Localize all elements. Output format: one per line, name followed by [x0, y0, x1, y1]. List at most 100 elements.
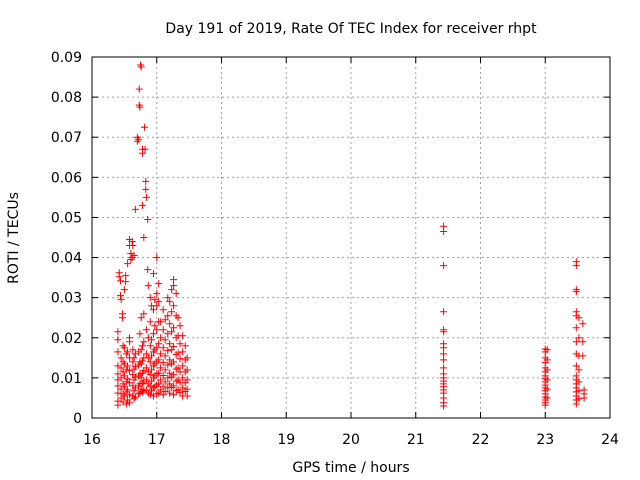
data-point-marker	[139, 342, 147, 350]
data-point-marker	[153, 302, 161, 310]
data-point-marker	[161, 388, 169, 396]
axis-ticks: 16 17 18 19 20 21 22 23 24 0 0.01 0.02 0.03 0.04 0.05 0…	[51, 50, 619, 448]
y-tick-label: 0.07	[51, 130, 82, 146]
data-point-marker	[139, 149, 147, 157]
data-point-marker	[114, 370, 122, 378]
data-point-marker	[166, 320, 174, 328]
data-point-marker	[126, 399, 134, 407]
data-point-marker	[114, 348, 122, 356]
data-point-marker	[146, 371, 154, 379]
data-point-marker	[159, 306, 167, 314]
data-point-marker	[161, 378, 169, 386]
data-point-marker	[114, 389, 122, 397]
data-point-marker	[122, 366, 130, 374]
data-point-marker	[579, 352, 587, 360]
data-point-marker	[153, 326, 161, 334]
data-point-marker	[155, 340, 163, 348]
x-tick-label: 24	[601, 432, 619, 448]
data-point-marker	[148, 336, 156, 344]
y-axis-label: ROTI / TECUs	[6, 192, 22, 284]
y-tick-label: 0.08	[51, 90, 82, 106]
y-tick-label: 0.03	[51, 291, 82, 307]
data-point-marker	[146, 342, 154, 350]
data-point-marker	[128, 238, 136, 246]
data-point-marker	[142, 185, 150, 193]
data-point-marker	[159, 326, 167, 334]
data-point-marker	[126, 391, 134, 399]
data-point-marker	[144, 266, 152, 274]
data-point-marker	[164, 312, 172, 320]
data-point-marker	[151, 322, 159, 330]
y-tick-label: 0.06	[51, 170, 82, 186]
data-point-marker	[120, 392, 128, 400]
data-point-marker	[543, 376, 551, 384]
data-point-marker	[170, 358, 178, 366]
data-point-marker	[150, 306, 158, 314]
data-point-marker	[136, 330, 144, 338]
data-point-marker	[142, 177, 150, 185]
data-point-marker	[137, 374, 145, 382]
data-point-marker	[116, 277, 124, 285]
data-point-marker	[543, 346, 551, 354]
data-point-marker	[440, 328, 448, 336]
y-tick-label: 0.05	[51, 210, 82, 226]
x-axis-label: GPS time / hours	[292, 460, 409, 476]
data-point-marker	[153, 254, 161, 262]
data-point-marker	[155, 298, 163, 306]
data-point-marker	[157, 318, 165, 326]
data-point-marker	[166, 298, 174, 306]
data-point-marker	[575, 334, 583, 342]
data-point-marker	[176, 340, 184, 348]
data-point-marker	[170, 324, 178, 332]
data-point-marker	[176, 388, 184, 396]
x-tick-label: 22	[472, 432, 490, 448]
data-point-marker	[164, 374, 172, 382]
data-point-marker	[183, 392, 191, 400]
data-point-marker	[176, 355, 184, 363]
data-point-marker	[174, 314, 182, 322]
data-point-marker	[130, 252, 138, 260]
data-point-marker	[575, 378, 583, 386]
data-point-marker	[114, 328, 122, 336]
data-point-marker	[122, 278, 130, 286]
data-point-marker	[142, 364, 150, 372]
data-point-marker	[164, 294, 172, 302]
data-point-marker	[161, 352, 169, 360]
data-point-marker	[183, 354, 191, 362]
y-tick-label: 0	[73, 411, 82, 427]
data-point-marker	[168, 328, 176, 336]
data-point-marker	[122, 400, 130, 408]
data-point-marker	[126, 338, 134, 346]
data-point-marker	[148, 352, 156, 360]
x-tick-label: 17	[148, 432, 166, 448]
data-point-marker	[166, 340, 174, 348]
data-point-marker	[575, 395, 583, 403]
data-point-marker	[166, 389, 174, 397]
data-point-marker	[117, 354, 125, 362]
grid-lines	[92, 57, 610, 418]
data-point-marker	[146, 358, 154, 366]
data-point-marker	[155, 356, 163, 364]
data-point-marker	[157, 350, 165, 358]
x-tick-label: 18	[213, 432, 231, 448]
data-point-marker	[166, 369, 174, 377]
data-point-marker	[155, 369, 163, 377]
data-point-marker	[170, 343, 178, 351]
data-point-marker	[168, 346, 176, 354]
data-point-marker	[136, 103, 144, 111]
data-point-marker	[579, 320, 587, 328]
data-point-marker	[440, 356, 448, 364]
data-point-marker	[141, 145, 149, 153]
data-point-marker	[572, 324, 580, 332]
data-point-marker	[114, 401, 122, 409]
data-point-marker	[137, 63, 145, 71]
x-tick-label: 16	[83, 432, 101, 448]
data-point-marker	[179, 348, 187, 356]
data-point-marker	[440, 344, 448, 352]
data-point-marker	[131, 373, 139, 381]
data-point-marker	[157, 334, 165, 342]
data-point-marker	[126, 367, 134, 375]
data-point-marker	[126, 379, 134, 387]
data-point-marker	[150, 330, 158, 338]
x-tick-label: 19	[277, 432, 295, 448]
